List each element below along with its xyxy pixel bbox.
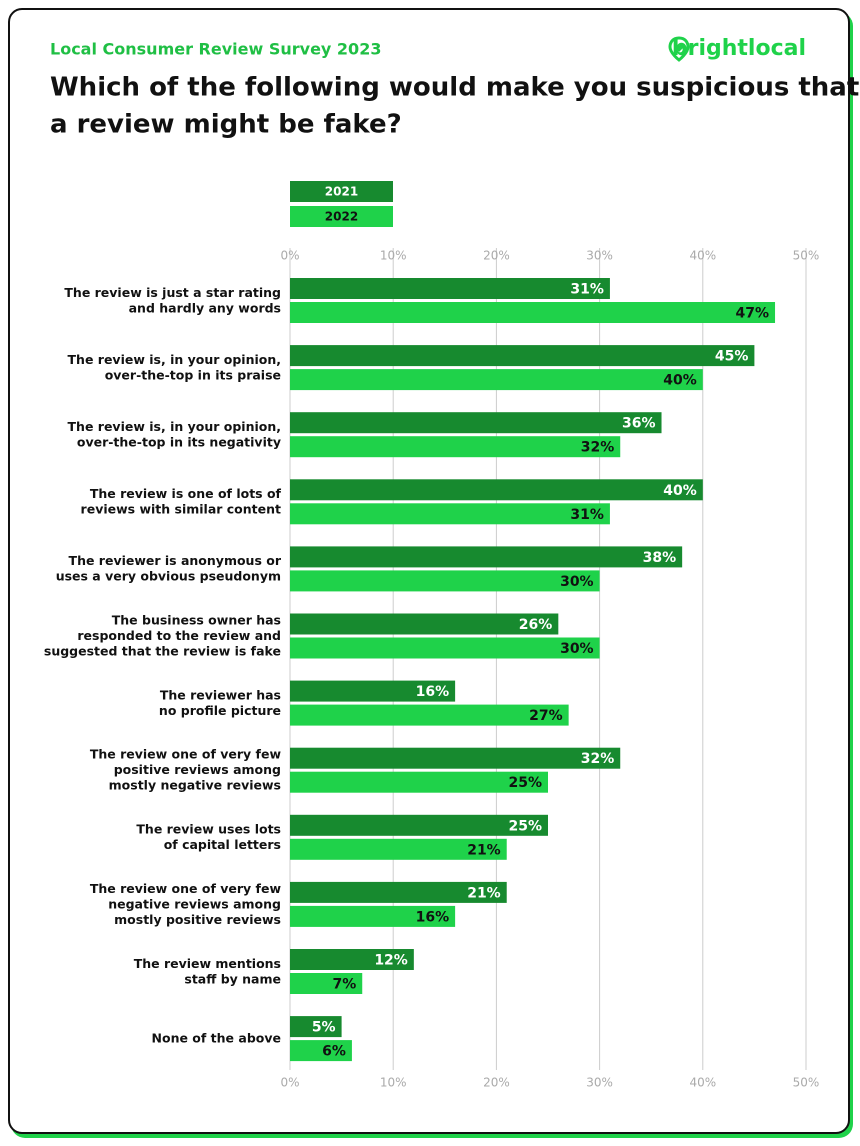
bar	[290, 881, 507, 903]
bar	[290, 1040, 352, 1062]
category-label: None of the above	[152, 1030, 281, 1045]
value-label: 16%	[416, 684, 450, 700]
value-label: 25%	[508, 818, 542, 834]
x-tick-label: 40%	[689, 249, 716, 263]
legend-label: 2021	[325, 185, 358, 199]
bar	[290, 369, 703, 391]
value-label: 31%	[570, 282, 604, 298]
x-tick-label: 10%	[380, 249, 407, 263]
bar	[290, 479, 703, 501]
x-tick-label: 30%	[586, 249, 613, 263]
value-label: 32%	[581, 751, 615, 767]
bar	[290, 302, 776, 323]
bar	[290, 613, 559, 635]
bar	[290, 637, 600, 659]
category-label: The review is just a star rating and hard…	[64, 284, 281, 315]
chart-title: Which of the following would make you su…	[50, 72, 859, 139]
category-label: The review is, in your opinion, over-the-…	[68, 418, 281, 449]
legend-swatch	[290, 206, 393, 227]
logo: brightlocal	[672, 36, 806, 61]
value-label: 27%	[529, 708, 563, 724]
x-tick-label: 10%	[380, 1076, 407, 1090]
category-label: The review mentions staff by name	[134, 955, 281, 986]
bar	[290, 838, 507, 860]
value-label: 47%	[736, 306, 770, 322]
value-label: 32%	[581, 440, 615, 456]
x-tick-label: 50%	[793, 1076, 820, 1090]
bar	[290, 546, 683, 568]
bar	[290, 412, 662, 434]
category-label: The review uses lots of capital letters	[136, 821, 281, 852]
bar	[290, 905, 456, 927]
value-label: 12%	[374, 953, 408, 969]
bar	[290, 814, 548, 836]
bar	[290, 680, 456, 702]
value-label: 21%	[467, 885, 501, 901]
x-tick-label: 20%	[483, 1076, 510, 1090]
legend-swatch	[290, 181, 393, 202]
bar	[290, 570, 600, 592]
bar	[290, 747, 621, 769]
legend-label: 2022	[325, 210, 358, 224]
bar	[290, 345, 755, 367]
category-label: The review one of very few positive revie…	[90, 746, 282, 792]
bar	[290, 771, 548, 793]
value-label: 5%	[312, 1020, 336, 1036]
value-label: 6%	[322, 1044, 346, 1060]
subtitle: Local Consumer Review Survey 2023	[50, 40, 381, 59]
x-tick-label: 50%	[793, 249, 820, 263]
category-label: The review is one of lots of reviews with…	[81, 486, 282, 517]
bar	[290, 278, 610, 299]
bar	[290, 1016, 342, 1038]
bar	[290, 949, 414, 970]
category-label: The business owner has responded to the r…	[44, 612, 281, 658]
bar	[290, 973, 363, 994]
value-label: 16%	[416, 909, 450, 925]
x-tick-label: 0%	[280, 1076, 299, 1090]
value-label: 30%	[560, 641, 594, 657]
x-tick-label: 0%	[280, 249, 299, 263]
value-label: 21%	[467, 842, 501, 858]
value-label: 36%	[622, 416, 656, 432]
value-label: 40%	[663, 483, 697, 499]
value-label: 31%	[570, 507, 604, 523]
x-tick-label: 20%	[483, 249, 510, 263]
x-tick-label: 40%	[689, 1076, 716, 1090]
category-label: The review one of very few negative revie…	[90, 880, 282, 926]
value-label: 38%	[643, 550, 677, 566]
category-label: The reviewer is anonymous or uses a very …	[56, 553, 282, 584]
value-label: 7%	[332, 977, 356, 993]
bar	[290, 503, 610, 525]
bar	[290, 436, 621, 458]
value-label: 26%	[519, 617, 553, 633]
x-tick-label: 30%	[586, 1076, 613, 1090]
value-label: 25%	[508, 775, 542, 791]
bar	[290, 704, 569, 726]
logo-icon	[668, 36, 690, 62]
value-label: 40%	[663, 373, 697, 389]
category-label: The review is, in your opinion, over-the-…	[68, 351, 281, 382]
value-label: 30%	[560, 574, 594, 590]
category-label: The reviewer has no profile picture	[159, 687, 281, 718]
value-label: 45%	[715, 349, 749, 365]
